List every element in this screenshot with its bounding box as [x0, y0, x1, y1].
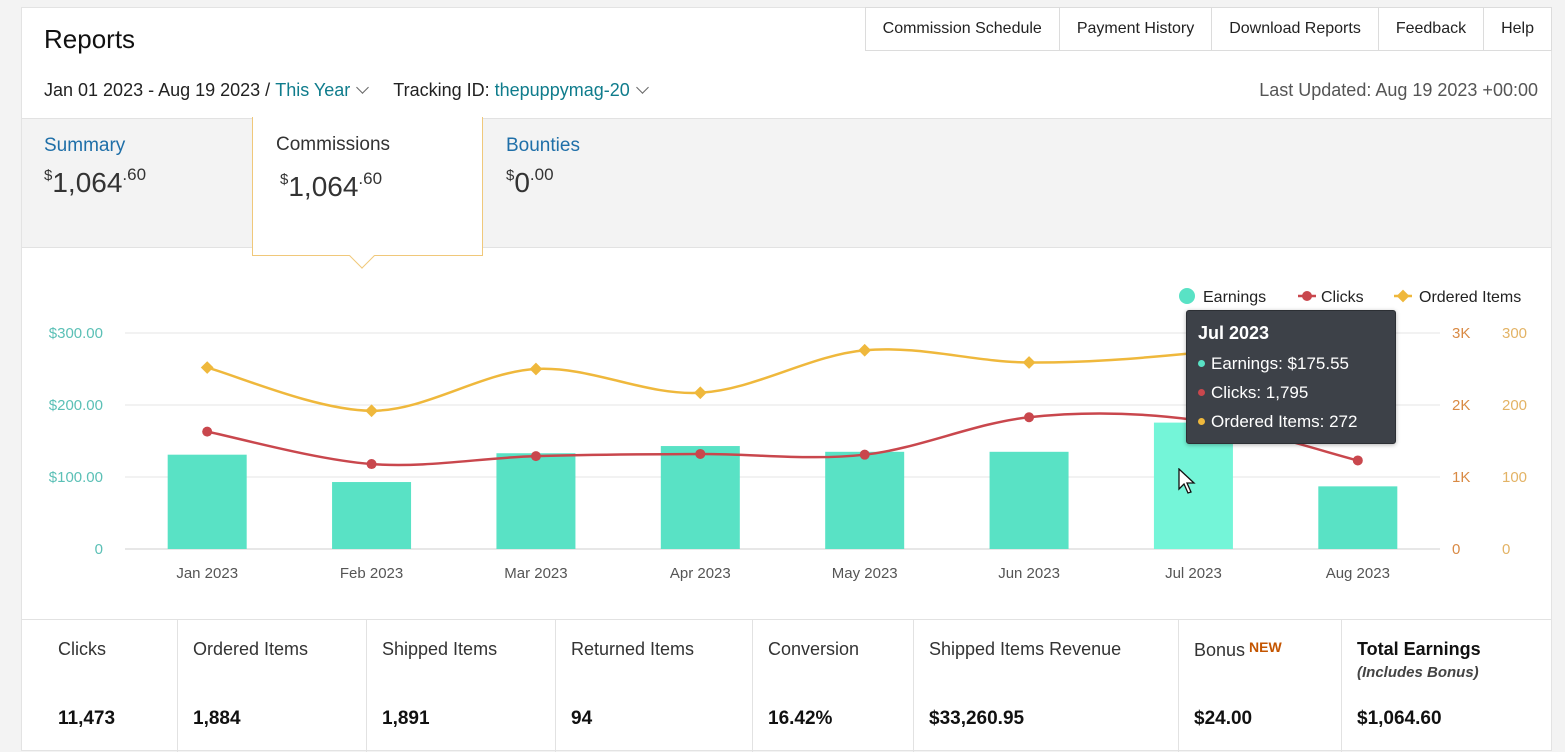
stat-ordered-items: Ordered Items 1,884 [177, 620, 366, 752]
legend-earnings-icon [1179, 288, 1195, 304]
y-right2-tick-label: 100 [1502, 469, 1527, 486]
tab-commissions-label: Commissions [276, 134, 391, 155]
y-right1-tick-label: 1K [1452, 469, 1470, 486]
x-tick-label: Jan 2023 [176, 565, 238, 582]
y-left-tick-label: $100.00 [49, 469, 103, 486]
stat-shipped-items: Shipped Items 1,891 [366, 620, 555, 752]
y-right1-tick-label: 0 [1452, 541, 1460, 558]
x-tick-label: Mar 2023 [504, 565, 567, 582]
earnings-bar [332, 482, 412, 549]
earnings-bar [660, 446, 740, 549]
earnings-bar [1318, 486, 1398, 549]
ordered-point [858, 343, 872, 357]
tab-bounties[interactable]: Bounties $0.00 [506, 135, 580, 199]
commission-schedule-link[interactable]: Commission Schedule [882, 20, 1042, 37]
ordered-point [200, 361, 214, 374]
y-left-tick-label: $300.00 [49, 325, 103, 342]
clicks-point [530, 451, 541, 462]
tracking-id-value: thepuppymag-20 [494, 80, 630, 100]
clicks-point [366, 459, 377, 470]
last-updated: Last Updated: Aug 19 2023 +00:00 [1259, 80, 1538, 100]
help-link[interactable]: Help [1483, 8, 1551, 50]
earnings-bar [167, 454, 247, 549]
mouse-pointer-icon [1178, 468, 1196, 494]
stat-clicks: Clicks 11,473 [58, 639, 116, 729]
tracking-id-label: Tracking ID: [393, 80, 490, 100]
y-right1-tick-label: 2K [1452, 397, 1470, 414]
legend-ordered-label: Ordered Items [1419, 289, 1521, 306]
ordered-point [529, 362, 543, 376]
new-badge: NEW [1249, 639, 1282, 655]
tooltip-ordered: Ordered Items: 272 [1211, 411, 1358, 431]
date-range-text: Jan 01 2023 - Aug 19 2023 / [44, 80, 271, 100]
filter-bar: Jan 01 2023 - Aug 19 2023 / This Year Tr… [44, 80, 649, 101]
ordered-dot-icon [1198, 418, 1205, 425]
earnings-bar [825, 451, 905, 549]
y-right2-tick-label: 300 [1502, 325, 1527, 342]
clicks-dot-icon [1198, 389, 1205, 396]
clicks-point [1352, 455, 1363, 466]
summary-amount: $1,064.60 [44, 165, 147, 198]
clicks-point [859, 449, 870, 460]
y-right1-tick-label: 3K [1452, 325, 1470, 342]
stat-conversion: Conversion 16.42% [752, 620, 913, 752]
stat-total-earnings: Total Earnings (Includes Bonus) $1,064.6… [1341, 620, 1551, 752]
ordered-point [693, 386, 707, 400]
y-right2-tick-label: 200 [1502, 397, 1527, 414]
stats-bar: Clicks 11,473 Ordered Items 1,884 Shippe… [22, 619, 1551, 752]
tab-bounties-label: Bounties [506, 135, 580, 156]
tab-summary-label: Summary [44, 135, 126, 156]
earnings-chart: 0 $100.00 $200.00 $300.00 0 1K 2K 3K 0 100 200 300 J… [49, 288, 1527, 582]
y-left-tick-label: $200.00 [49, 397, 103, 414]
x-tick-label: Feb 2023 [340, 565, 403, 582]
tab-summary[interactable]: Summary $1,064.60 [44, 135, 146, 199]
ordered-point [365, 404, 378, 418]
earnings-bar [989, 451, 1069, 549]
date-range-dropdown[interactable]: Jan 01 2023 - Aug 19 2023 / This Year [44, 80, 370, 101]
period-text: This Year [275, 80, 351, 100]
legend-earnings-label: Earnings [1203, 289, 1266, 306]
clicks-line [206, 412, 1359, 467]
earnings-bar [496, 453, 576, 549]
tooltip-earnings: Earnings: $175.55 [1211, 353, 1349, 373]
commissions-amount: $1,064.60 [280, 169, 383, 202]
tooltip-clicks: Clicks: 1,795 [1211, 382, 1309, 402]
chart-tooltip: Jul 2023 Earnings: $175.55 Clicks: 1,795… [1186, 310, 1396, 444]
feedback-link[interactable]: Feedback [1377, 8, 1483, 50]
earnings-dot-icon [1198, 360, 1205, 367]
legend-clicks-label: Clicks [1321, 289, 1364, 306]
chevron-down-icon [356, 81, 370, 94]
x-tick-label: Apr 2023 [670, 565, 731, 582]
clicks-point [202, 426, 213, 437]
clicks-point [695, 448, 706, 459]
reports-page: Reports Commission Schedule Payment Hist… [21, 7, 1552, 752]
x-tick-label: May 2023 [832, 565, 898, 582]
download-reports-link[interactable]: Download Reports [1211, 8, 1378, 50]
x-tick-label: Jun 2023 [998, 565, 1060, 582]
x-tick-label: Jul 2023 [1165, 565, 1222, 582]
legend-ordered-icon [1396, 289, 1410, 303]
tab-commissions[interactable]: Commissions $1,064.60 [252, 117, 483, 269]
chevron-down-icon [635, 81, 649, 94]
x-tick-label: Aug 2023 [1326, 565, 1390, 582]
clicks-point [1024, 412, 1035, 423]
page-title: Reports [44, 24, 136, 54]
bounties-amount: $0.00 [506, 165, 554, 198]
y-right2-tick-label: 0 [1502, 541, 1510, 558]
stat-returned-items: Returned Items 94 [555, 620, 752, 752]
tracking-id-dropdown[interactable]: Tracking ID: thepuppymag-20 [393, 80, 649, 101]
y-left-tick-label: 0 [95, 541, 103, 558]
payment-history-link[interactable]: Payment History [1058, 8, 1211, 50]
stat-shipped-revenue: Shipped Items Revenue $33,260.95 [913, 620, 1178, 752]
stat-bonus: Bonus NEW $24.00 [1178, 620, 1341, 752]
ordered-line [206, 329, 1358, 413]
top-nav: Commission Schedule Payment History Down… [864, 7, 1552, 51]
ordered-point [1022, 356, 1036, 369]
tooltip-title: Jul 2023 [1198, 323, 1270, 343]
legend-clicks-icon [1302, 291, 1312, 301]
